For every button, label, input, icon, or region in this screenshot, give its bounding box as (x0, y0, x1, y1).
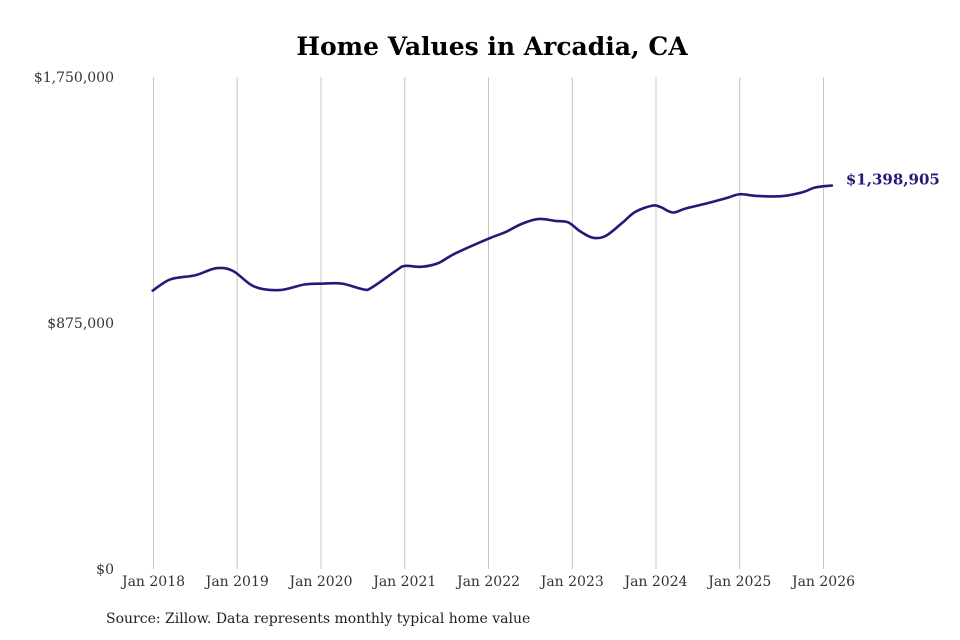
x-tick-label: Jan 2021 (371, 574, 436, 590)
y-axis-ticks: $0 $875,000 $1,750,000 (34, 70, 114, 578)
y-tick-label: $0 (96, 562, 114, 578)
gridlines (153, 77, 824, 569)
x-tick-label: Jan 2022 (455, 574, 520, 590)
x-tick-label: Jan 2019 (204, 574, 269, 590)
x-tick-label: Jan 2024 (622, 574, 687, 590)
series-line (151, 184, 834, 292)
x-tick-label: Jan 2025 (706, 574, 771, 590)
source-note: Source: Zillow. Data represents monthly … (106, 611, 531, 627)
data-labels: $1,398,905 (846, 171, 940, 189)
y-tick-label: $875,000 (47, 316, 114, 332)
x-tick-label: Jan 2018 (120, 574, 185, 590)
x-axis-ticks: Jan 2018 Jan 2019 Jan 2020 Jan 2021 Jan 2022… (120, 574, 855, 590)
x-tick-label: Jan 2023 (539, 574, 604, 590)
chart-title: Home Values in Arcadia, CA (296, 32, 688, 61)
end-value-label: $1,398,905 (846, 171, 940, 189)
x-tick-label: Jan 2020 (287, 574, 352, 590)
series-layer (151, 184, 834, 292)
x-tick-label: Jan 2026 (790, 574, 855, 590)
y-tick-label: $1,750,000 (34, 70, 114, 86)
